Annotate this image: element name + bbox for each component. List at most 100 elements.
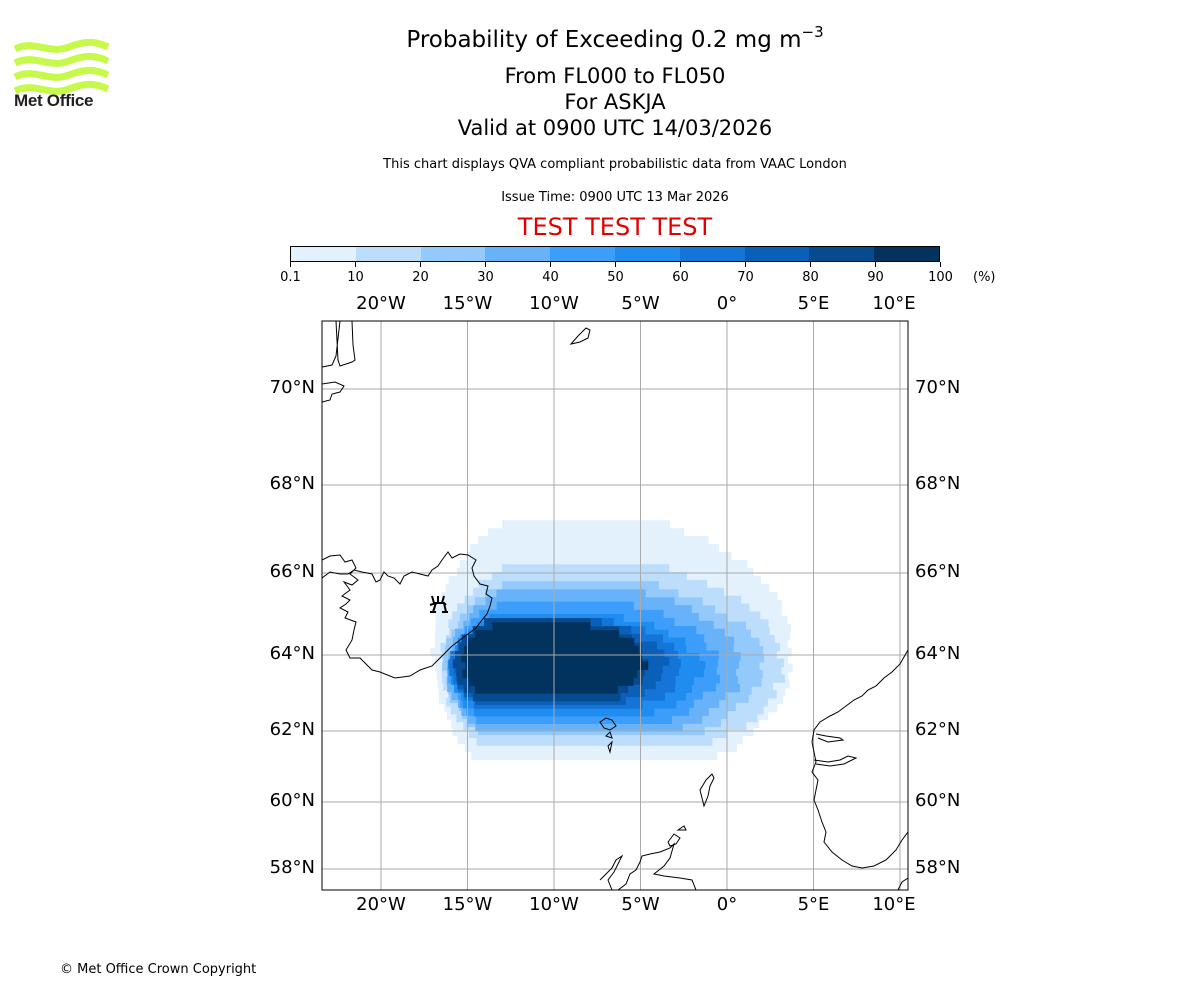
lon-tick-label-top: 5°E <box>797 293 830 314</box>
colorbar-tick-label: 30 <box>477 270 494 285</box>
copyright-text: © Met Office Crown Copyright <box>60 962 257 977</box>
lat-tick-label-left: 70°N <box>269 377 315 398</box>
chart-title: Probability of Exceeding 0.2 mg m−3 <box>0 23 1200 53</box>
colorbar-segment <box>679 247 745 261</box>
lat-tick-label-right: 68°N <box>915 473 961 494</box>
colorbar-segment <box>550 247 615 261</box>
logo-waves <box>14 38 109 95</box>
lon-tick-label-bottom: 5°W <box>621 894 660 915</box>
colorbar-tick-label: 0.1 <box>280 270 301 285</box>
colorbar-segment <box>744 247 810 261</box>
lat-tick-label-right: 58°N <box>915 857 961 878</box>
coastline-shetland <box>699 773 715 808</box>
probability-cell-row <box>465 743 737 753</box>
lat-tick-label-left: 62°N <box>269 719 315 740</box>
coastline-scotland <box>599 842 697 890</box>
probability-region-90-100 <box>461 622 649 694</box>
coastline-greenland-south <box>322 381 345 403</box>
lat-tick-label-left: 66°N <box>269 561 315 582</box>
probability-cell-row <box>485 597 675 606</box>
colorbar <box>290 246 940 262</box>
colorbar-segment <box>614 247 680 261</box>
colorbar-tick <box>420 262 421 267</box>
probability-cell-row <box>491 572 687 581</box>
level-range-subtitle: From FL000 to FL050 <box>504 64 726 88</box>
volcano-marker-icon <box>429 595 448 613</box>
probability-cell-row <box>461 653 642 663</box>
lon-tick-label-top: 15°W <box>442 293 493 314</box>
coastline-iceland <box>322 551 493 679</box>
probability-cell-row <box>502 581 659 590</box>
coastlines <box>322 321 908 890</box>
colorbar-segment <box>291 247 356 261</box>
colorbar-tick <box>485 262 486 267</box>
chart-title-text: Probability of Exceeding 0.2 mg m <box>406 27 802 53</box>
lat-tick-label-right: 60°N <box>915 790 961 811</box>
issue-time-text: Issue Time: 0900 UTC 13 Mar 2026 <box>501 190 729 205</box>
probability-cell-row <box>462 669 638 678</box>
probability-cell-row <box>468 677 634 686</box>
probability-cell-row <box>478 536 709 545</box>
probability-cell-row <box>475 630 619 639</box>
probability-cell-row <box>496 601 634 611</box>
colorbar-tick-label: 50 <box>607 270 624 285</box>
lon-tick-label-bottom: 5°E <box>797 894 830 915</box>
colorbar-tick <box>875 262 876 267</box>
probability-cell-row <box>496 589 646 598</box>
coastline-orkney <box>667 825 687 847</box>
colorbar-tick-label: 40 <box>542 270 559 285</box>
chart-title-superscript: −3 <box>801 23 824 41</box>
lat-tick-label-left: 68°N <box>269 473 315 494</box>
lon-tick-label-top: 20°W <box>356 293 406 314</box>
colorbar-segment <box>355 247 421 261</box>
description-text: This chart displays QVA compliant probab… <box>383 157 847 172</box>
probability-cell-row <box>502 564 670 573</box>
probability-cell-row <box>476 715 672 724</box>
colorbar-tick <box>615 262 616 267</box>
met-office-logo-icon <box>14 38 109 95</box>
coastline-sweden <box>897 877 908 890</box>
lon-tick-label-bottom: 15°W <box>442 894 493 915</box>
colorbar-segment <box>809 247 875 261</box>
lat-tick-label-left: 58°N <box>269 857 315 878</box>
lon-tick-label-bottom: 0° <box>716 894 738 915</box>
coastline-greenland <box>322 321 356 368</box>
probability-cell-row <box>502 520 670 529</box>
lon-tick-label-bottom: 10°W <box>529 894 579 915</box>
lat-tick-label-right: 62°N <box>915 719 961 740</box>
logo-text: Met Office <box>14 91 94 110</box>
colorbar-tick <box>355 262 356 267</box>
colorbar-tick-label: 20 <box>412 270 429 285</box>
colorbar-segment <box>874 247 939 261</box>
colorbar-tick-label: 90 <box>867 270 884 285</box>
colorbar-tick <box>290 262 291 267</box>
coastline-norway <box>811 649 908 869</box>
lat-tick-label-right: 70°N <box>915 377 961 398</box>
probability-cell-row <box>469 544 719 553</box>
coastline-faroe <box>599 717 617 754</box>
lon-tick-label-bottom: 10°E <box>872 894 916 915</box>
colorbar-tick-label: 70 <box>737 270 754 285</box>
lon-tick-label-top: 5°W <box>621 293 660 314</box>
colorbar-segment <box>485 247 551 261</box>
probability-field <box>430 520 793 760</box>
probability-cell-row <box>476 737 713 746</box>
colorbar-tick <box>745 262 746 267</box>
probability-cell-row <box>471 751 718 760</box>
colorbar-unit-label: (%) <box>973 270 996 285</box>
colorbar-tick-label: 80 <box>802 270 819 285</box>
colorbar-tick-label: 60 <box>672 270 689 285</box>
probability-cell-row <box>463 645 639 655</box>
probability-cell-row <box>492 622 591 631</box>
colorbar-segment <box>420 247 486 261</box>
probability-cell-row <box>472 692 621 702</box>
lon-tick-label-top: 10°W <box>529 293 579 314</box>
probability-cell-row <box>474 708 655 717</box>
lat-tick-label-right: 66°N <box>915 561 961 582</box>
colorbar-tick <box>680 262 681 267</box>
colorbar-tick <box>810 262 811 267</box>
volcano-subtitle: For ASKJA <box>564 90 666 114</box>
probability-cell-row <box>475 723 683 732</box>
probability-cell-row <box>465 661 649 670</box>
